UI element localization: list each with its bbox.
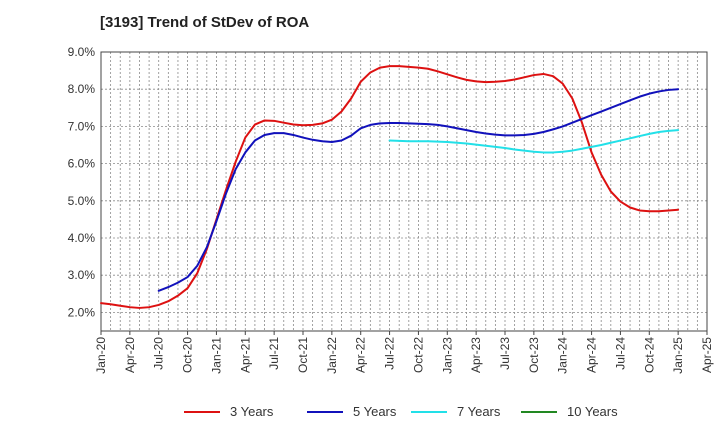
x-tick-label: Jul-24 <box>613 337 627 370</box>
x-tick-label: Apr-25 <box>700 337 714 373</box>
x-tick-label: Jul-20 <box>152 337 166 370</box>
x-tick-label: Oct-20 <box>181 337 195 373</box>
y-tick-label: 6.0% <box>68 157 96 171</box>
legend-swatch <box>411 410 447 413</box>
legend-label: 5 Years <box>353 404 397 419</box>
y-tick-label: 2.0% <box>68 305 96 319</box>
legend-item-5-years: 5 Years <box>307 404 396 419</box>
chart-legend: 3 Years 5 Years 7 Years 10 Years <box>0 404 720 426</box>
legend-swatch <box>184 410 220 413</box>
y-tick-label: 5.0% <box>68 194 96 208</box>
x-tick-label: Jul-22 <box>383 337 397 370</box>
legend-item-7-years: 7 Years <box>411 404 500 419</box>
plot-border <box>100 51 708 332</box>
y-tick-label: 8.0% <box>68 82 96 96</box>
x-tick-label: Oct-22 <box>411 337 425 373</box>
y-tick-label: 3.0% <box>68 268 96 282</box>
y-tick-label: 7.0% <box>68 119 96 133</box>
x-tick-label: Jan-25 <box>671 337 685 374</box>
x-tick-label: Jul-23 <box>498 337 512 370</box>
series-line-7-years <box>388 129 680 154</box>
x-tick-label: Oct-23 <box>527 337 541 373</box>
x-tick-label: Apr-22 <box>354 337 368 373</box>
legend-label: 7 Years <box>457 404 501 419</box>
legend-item-3-years: 3 Years <box>184 404 273 419</box>
chart-title: [3193] Trend of StDev of ROA <box>100 14 310 31</box>
y-tick-label: 4.0% <box>68 231 96 245</box>
x-tick-label: Apr-21 <box>238 337 252 373</box>
x-tick-label: Apr-23 <box>469 337 483 373</box>
x-tick-label: Jan-20 <box>94 337 108 374</box>
x-tick-label: Jan-22 <box>325 337 339 374</box>
x-tick-label: Jan-23 <box>440 337 454 374</box>
x-tick-label: Oct-24 <box>642 337 656 373</box>
x-tick-label: Apr-20 <box>123 337 137 373</box>
x-tick-label: Apr-24 <box>585 337 599 373</box>
y-tick-label: 9.0% <box>68 45 96 59</box>
legend-label: 10 Years <box>567 404 618 419</box>
x-tick-label: Jan-24 <box>556 337 570 374</box>
series-line-5-years <box>157 88 680 292</box>
legend-swatch <box>521 410 557 413</box>
legend-item-10-years: 10 Years <box>521 404 618 419</box>
series-line-3-years <box>100 65 680 309</box>
x-tick-label: Oct-21 <box>296 337 310 373</box>
legend-label: 3 Years <box>230 404 274 419</box>
plot-area <box>101 52 707 331</box>
legend-swatch <box>307 410 343 413</box>
x-tick-label: Jul-21 <box>267 337 281 370</box>
x-tick-label: Jan-21 <box>209 337 223 374</box>
